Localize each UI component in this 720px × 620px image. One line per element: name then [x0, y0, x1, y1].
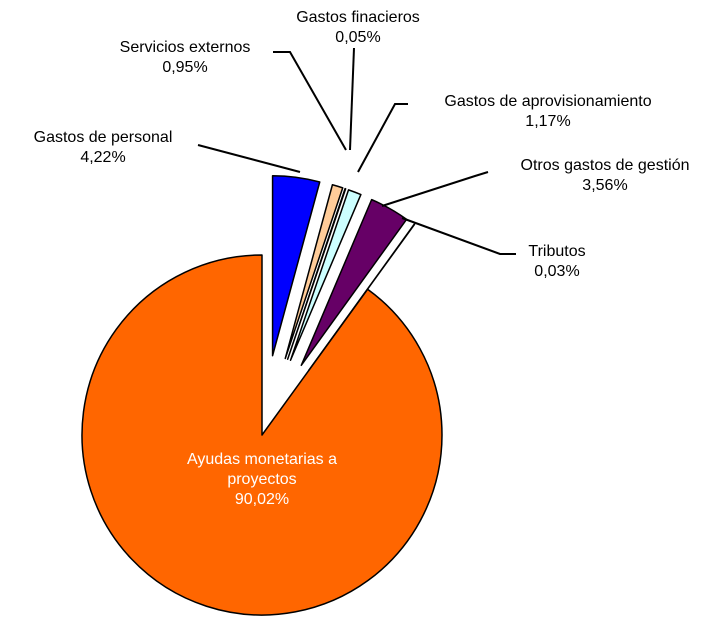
value-label: 1,17%	[525, 113, 571, 130]
value-label: 0,05%	[335, 29, 381, 46]
leader-line	[381, 171, 489, 207]
pie-slice	[308, 223, 416, 371]
category-label: Ayudas monetarias a proyectos	[186, 451, 337, 488]
leader-line	[349, 47, 355, 151]
category-label: Gastos de personal	[33, 129, 173, 146]
category-label: Gastos de aprovisionamiento	[444, 93, 652, 110]
slice-label: Servicios externos 0,95%	[120, 38, 251, 78]
slice-label: Otros gastos de gestión 3,56%	[521, 156, 690, 196]
value-label: 90,02%	[234, 491, 290, 508]
category-label: Servicios externos	[119, 39, 251, 56]
value-label: 4,22%	[80, 149, 126, 166]
value-label: 3,56%	[582, 177, 628, 194]
pie-slice	[271, 174, 321, 357]
slice-label: Gastos de aprovisionamiento 1,17%	[444, 92, 651, 132]
pie-slice	[289, 189, 362, 362]
leader-line	[273, 51, 347, 151]
category-label: Otros gastos de gestión	[520, 157, 690, 174]
leader-line	[401, 217, 516, 255]
value-label: 0,03%	[534, 263, 580, 280]
slice-label: Tributos 0,03%	[528, 242, 585, 282]
slice-label: Gastos de personal 4,22%	[34, 128, 173, 168]
pie-slice	[81, 254, 443, 616]
pie-slice	[284, 183, 344, 360]
category-label: Gastos finacieros	[296, 9, 420, 26]
pie-slice	[286, 187, 347, 360]
category-label: Tributos	[528, 243, 586, 260]
slice-label: Gastos finacieros 0,05%	[296, 8, 420, 48]
leader-line	[357, 103, 408, 173]
value-label: 0,95%	[162, 59, 208, 76]
leader-line	[197, 144, 301, 173]
slice-label: Ayudas monetarias a proyectos 90,02%	[167, 450, 357, 510]
